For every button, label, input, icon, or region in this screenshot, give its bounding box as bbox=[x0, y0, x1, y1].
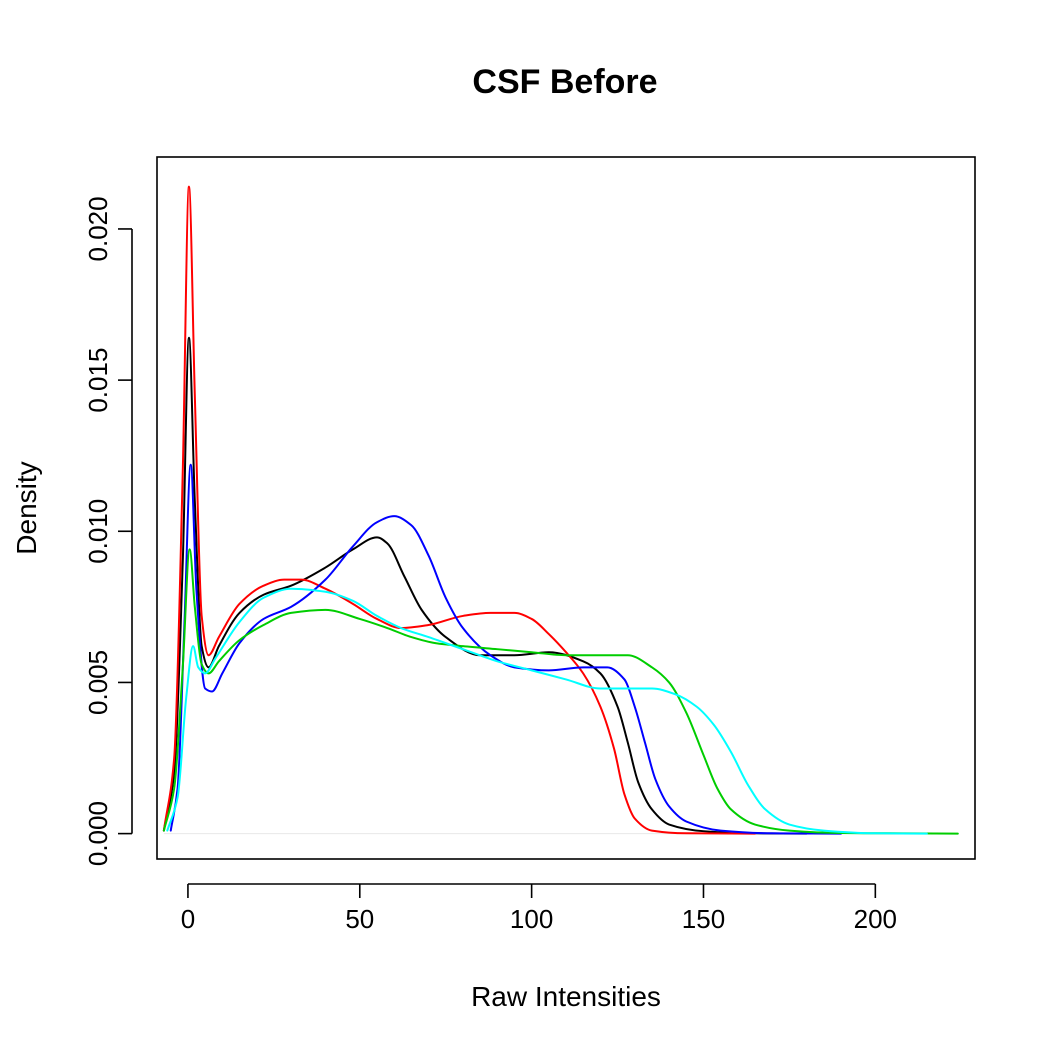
y-tick-label: 0.005 bbox=[83, 650, 113, 715]
density-line-4 bbox=[162, 548, 959, 835]
density-line-5 bbox=[166, 587, 928, 835]
chart-title: CSF Before bbox=[472, 63, 657, 101]
density-line-2 bbox=[162, 185, 757, 835]
y-tick-label: 0.020 bbox=[83, 196, 113, 261]
y-tick-label: 0.000 bbox=[83, 801, 113, 866]
y-axis-label: Density bbox=[11, 461, 42, 554]
density-line-3 bbox=[169, 463, 842, 835]
x-tick-label: 150 bbox=[682, 904, 725, 934]
x-axis-label: Raw Intensities bbox=[471, 981, 661, 1012]
y-tick-label: 0.010 bbox=[83, 499, 113, 564]
x-tick-label: 100 bbox=[510, 904, 553, 934]
x-tick-label: 0 bbox=[181, 904, 195, 934]
x-tick-label: 50 bbox=[345, 904, 374, 934]
density-line-1 bbox=[162, 336, 808, 835]
density-series-group bbox=[162, 185, 959, 835]
y-tick-label: 0.015 bbox=[83, 348, 113, 413]
x-tick-label: 200 bbox=[854, 904, 897, 934]
plot-area-frame bbox=[156, 156, 976, 860]
y-axis: 0.000 0.005 0.010 0.015 0.020 bbox=[83, 196, 133, 866]
x-axis: 0 50 100 150 200 bbox=[181, 883, 897, 934]
